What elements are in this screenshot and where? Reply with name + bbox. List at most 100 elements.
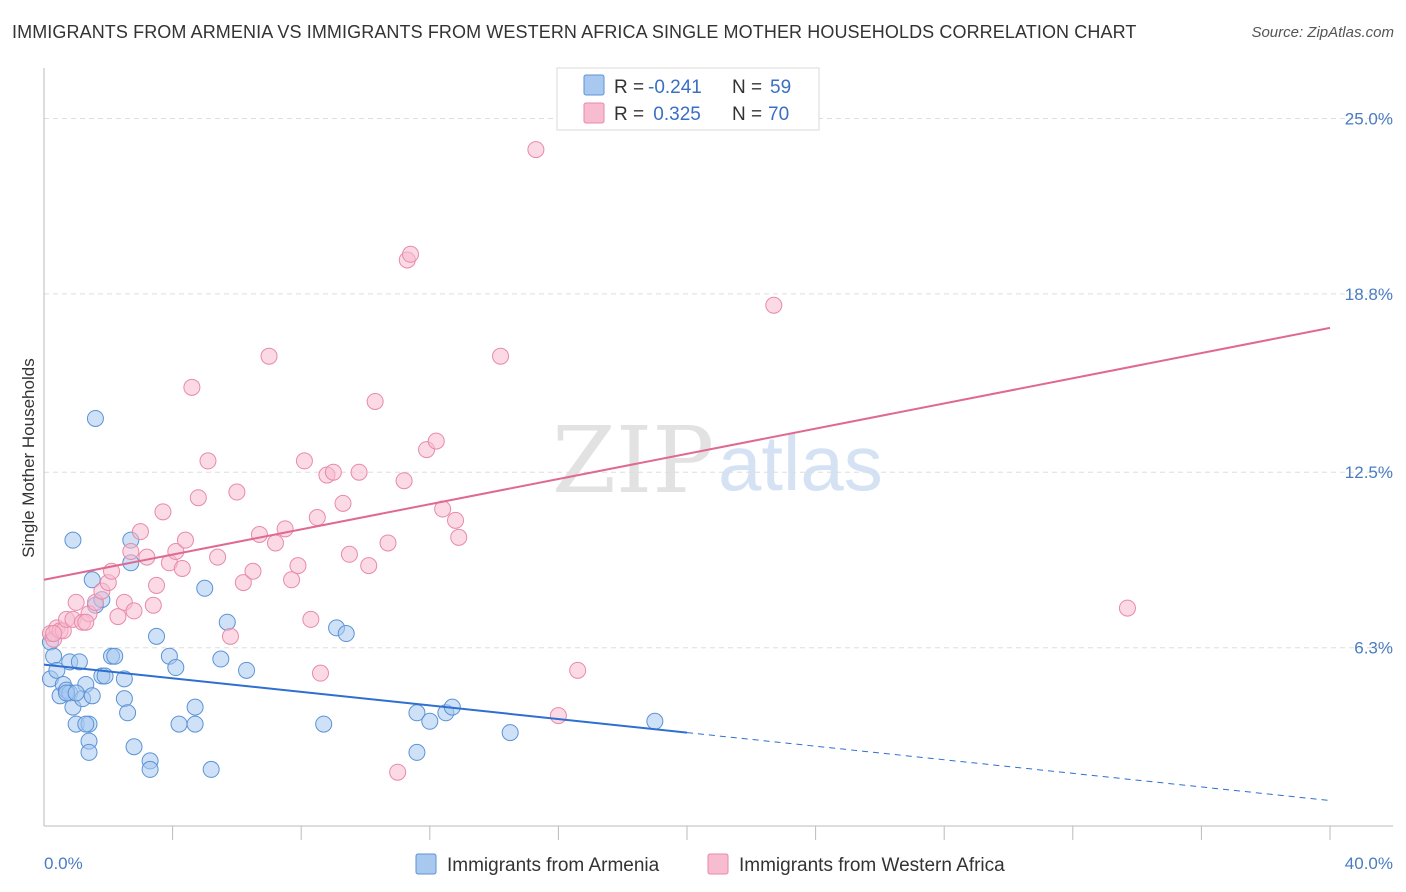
legend-swatch-armenia [583, 74, 605, 96]
x-tick-label-max: 40.0% [1345, 854, 1393, 873]
legend-r-label-1: R = [614, 77, 644, 98]
legend-n-value-2: 70 [768, 104, 789, 125]
wafrica-point-42 [302, 610, 320, 628]
wafrica-point-58 [427, 432, 445, 450]
armenia-point-33 [141, 760, 159, 778]
wafrica-point-53 [389, 763, 407, 781]
wafrica-point-33 [234, 574, 252, 592]
armenia-point-37 [170, 715, 188, 733]
legend-r-label-2: R = [614, 104, 644, 125]
armenia-point-45 [315, 715, 333, 733]
bottom-legend-swatch-armenia [415, 853, 437, 875]
wafrica-point-21 [148, 576, 166, 594]
armenia-point-50 [421, 712, 439, 730]
wafrica-point-46 [324, 463, 342, 481]
armenia-point-47 [337, 625, 355, 643]
armenia-trend-line [43, 663, 688, 734]
series-legend: Immigrants from Armenia Immigrants from … [415, 853, 1005, 876]
wafrica-point-20 [144, 596, 162, 614]
armenia-trend-extension [686, 732, 1331, 802]
wafrica-point-66 [765, 296, 783, 314]
armenia-point-27 [115, 690, 133, 708]
wafrica-point-63 [527, 141, 545, 159]
wafrica-point-60 [447, 511, 465, 529]
armenia-point-40 [196, 579, 214, 597]
wafrica-point-28 [189, 489, 207, 507]
armenia-point-34 [148, 627, 166, 645]
wafrica-point-17 [125, 602, 143, 620]
wafrica-point-48 [340, 545, 358, 563]
armenia-point-1 [45, 647, 63, 665]
wafrica-point-18 [131, 523, 149, 541]
armenia-point-31 [125, 738, 143, 756]
wafrica-point-31 [221, 627, 239, 645]
bottom-legend-armenia: Immigrants from Armenia [447, 855, 660, 876]
y-tick-label-2: 18.8% [1345, 285, 1393, 304]
armenia-point-58 [67, 684, 85, 702]
wafrica-point-67 [1118, 599, 1136, 617]
chart-title: IMMIGRANTS FROM ARMENIA VS IMMIGRANTS FR… [12, 22, 1137, 42]
armenia-point-16 [77, 715, 95, 733]
wafrica-point-39 [283, 571, 301, 589]
wafrica-point-22 [154, 503, 172, 521]
wafrica-point-47 [334, 494, 352, 512]
wafrica-point-14 [109, 608, 127, 626]
legend-r-value-2: 0.325 [648, 104, 701, 125]
armenia-point-36 [167, 659, 185, 677]
trend-lines [43, 326, 1331, 802]
armenia-point-43 [218, 613, 236, 631]
armenia-point-18 [80, 743, 98, 761]
wafrica-point-69 [77, 613, 95, 631]
armenia-point-26 [115, 670, 133, 688]
y-tick-label-0: 6.3% [1354, 639, 1393, 658]
wafrica-point-19 [138, 548, 156, 566]
wafrica-point-68 [45, 625, 63, 643]
legend-n-value-1: 59 [770, 77, 791, 98]
wafrica-trend-line [43, 326, 1331, 581]
wafrica-point-64 [549, 707, 567, 725]
armenia-point-53 [501, 724, 519, 742]
armenia-point-19 [83, 571, 101, 589]
wafrica-point-41 [295, 452, 313, 470]
wafrica-point-43 [308, 509, 326, 527]
wafrica-point-36 [260, 347, 278, 365]
armenia-point-11 [70, 653, 88, 671]
watermark-zip: ZIP [552, 407, 714, 514]
wafrica-point-7 [67, 593, 85, 611]
x-tick-label-min: 0.0% [44, 854, 83, 873]
wafrica-point-62 [492, 347, 510, 365]
legend-swatch-wafrica [583, 102, 605, 124]
y-axis-label: Single Mother Households [19, 358, 38, 557]
wafrica-point-32 [228, 483, 246, 501]
stats-legend: R = -0.241 N = 59 R = 0.325 N = 70 [556, 67, 820, 131]
axes [43, 68, 1393, 840]
armenia-point-39 [186, 715, 204, 733]
wafrica-point-25 [173, 559, 191, 577]
wafrica-point-37 [266, 534, 284, 552]
watermark-atlas: atlas [718, 419, 883, 507]
wafrica-point-16 [122, 542, 140, 560]
armenia-point-48 [408, 743, 426, 761]
legend-n-label-2: N = [732, 104, 762, 125]
armenia-point-41 [202, 760, 220, 778]
wafrica-point-49 [350, 463, 368, 481]
armenia-point-54 [646, 712, 664, 730]
armenia-point-55 [86, 409, 104, 427]
armenia-point-15 [83, 687, 101, 705]
wafrica-point-34 [244, 562, 262, 580]
wafrica-point-30 [209, 548, 227, 566]
wafrica-point-40 [289, 557, 307, 575]
wafrica-point-50 [360, 557, 378, 575]
bottom-legend-swatch-wafrica [707, 853, 729, 875]
y-tick-labels: 6.3% 12.5% 18.8% 25.0% [1345, 109, 1393, 657]
wafrica-point-29 [199, 452, 217, 470]
y-tick-label-3: 25.0% [1345, 109, 1393, 128]
armenia-point-42 [212, 650, 230, 668]
wafrica-point-26 [176, 531, 194, 549]
bottom-legend-wafrica: Immigrants from Western Africa [739, 855, 1005, 876]
armenia-point-25 [106, 647, 124, 665]
y-tick-label-1: 12.5% [1345, 463, 1393, 482]
wafrica-point-61 [450, 528, 468, 546]
wafrica-point-27 [183, 378, 201, 396]
